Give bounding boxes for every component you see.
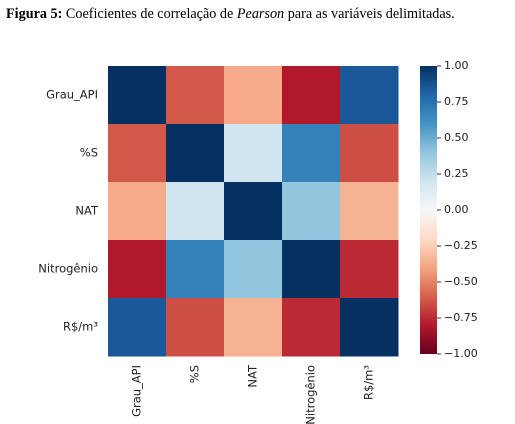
heatmap-cell [108, 298, 167, 357]
colorbar-tick-label: 0.75 [444, 95, 469, 108]
heatmap-cell [224, 124, 283, 183]
y-tick-label: Grau_API [46, 88, 98, 102]
colorbar-tick-label: 0.50 [444, 131, 469, 144]
heatmap-cell [340, 240, 399, 299]
x-tick-label: R$/m³ [362, 365, 376, 400]
heatmap-cell [282, 66, 341, 125]
colorbar-tick-label: −1.00 [444, 347, 478, 360]
heatmap-cell [108, 240, 167, 299]
colorbar-tick-label: −0.25 [444, 239, 478, 252]
x-tick-labels: Grau_API %S NAT Nitrogênio R$/m³ [130, 364, 376, 424]
heatmap-cell [224, 298, 283, 357]
colorbar-tick-label: 0.25 [444, 167, 469, 180]
heatmap-cell [340, 182, 399, 241]
y-tick-label: %S [80, 146, 98, 160]
colorbar [420, 66, 437, 354]
colorbar-tick-label: −0.50 [444, 275, 478, 288]
heatmap-cell [340, 66, 399, 125]
heatmap-cell [166, 240, 225, 299]
heatmap-cell [340, 298, 399, 357]
x-tick-label: Nitrogênio [304, 365, 318, 424]
colorbar-tick-label: 1.00 [444, 59, 469, 72]
x-tick-label: NAT [246, 364, 260, 388]
colorbar-tick-label: −0.75 [444, 311, 478, 324]
heatmap-cell [282, 240, 341, 299]
heatmap-cell [166, 66, 225, 125]
heatmap-cell [224, 182, 283, 241]
colorbar-tick-label: 0.00 [444, 203, 469, 216]
heatmap-cell [224, 66, 283, 125]
y-tick-labels: Grau_API %S NAT Nitrogênio R$/m³ [38, 88, 99, 334]
y-tick-label: R$/m³ [63, 320, 98, 334]
heatmap-cell [282, 124, 341, 183]
heatmap-cells [108, 66, 399, 357]
heatmap-cell [108, 182, 167, 241]
x-tick-label: %S [188, 365, 202, 383]
heatmap-cell [224, 240, 283, 299]
heatmap-cell [282, 298, 341, 357]
colorbar-ticks: 1.00 0.75 0.50 0.25 0.00 −0.25 −0.50 −0.75 −1.00 [437, 59, 478, 360]
heatmap-cell [108, 66, 167, 125]
heatmap-cell [166, 298, 225, 357]
y-tick-label: NAT [75, 204, 99, 218]
heatmap-cell [340, 124, 399, 183]
x-tick-label: Grau_API [130, 365, 144, 417]
heatmap-cell [166, 182, 225, 241]
heatmap-cell [282, 182, 341, 241]
heatmap-cell [108, 124, 167, 183]
y-tick-label: Nitrogênio [38, 262, 98, 276]
heatmap-cell [166, 124, 225, 183]
